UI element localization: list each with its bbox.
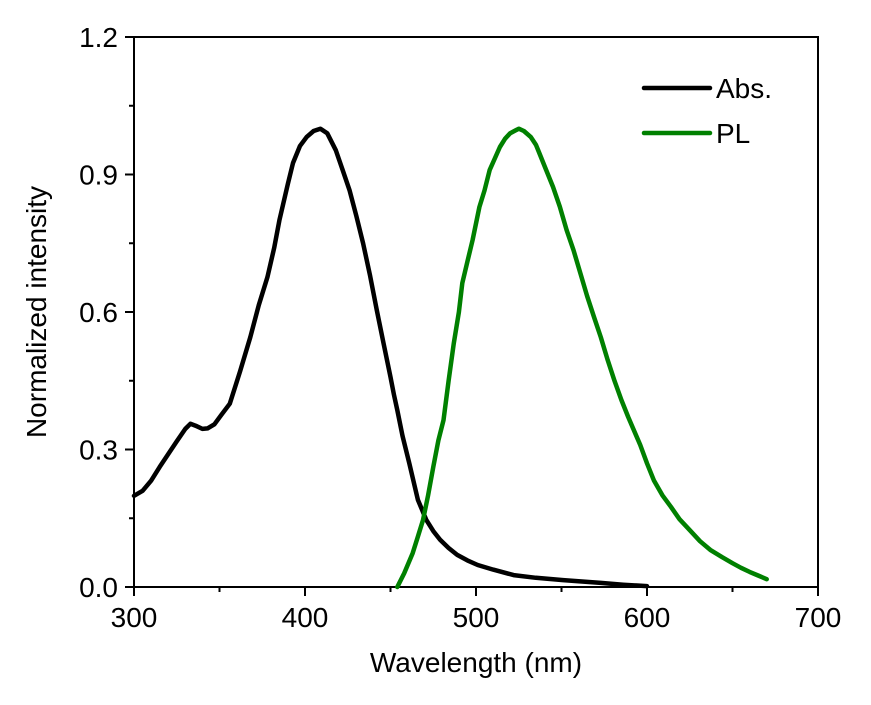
x-tick-label: 700 bbox=[795, 602, 842, 633]
legend-label: Abs. bbox=[716, 73, 772, 104]
series-line-abs bbox=[131, 126, 650, 589]
y-tick-label: 0.3 bbox=[79, 435, 118, 466]
x-tick-label: 400 bbox=[282, 602, 329, 633]
y-tick-label: 1.2 bbox=[79, 22, 118, 53]
legend-label: PL bbox=[716, 118, 750, 149]
x-axis-ticks: 300 400 500 600 700 bbox=[111, 587, 842, 633]
x-tick-label: 500 bbox=[453, 602, 500, 633]
y-axis-title: Normalized intensity bbox=[21, 186, 52, 438]
y-tick-label: 0.0 bbox=[79, 572, 118, 603]
y-axis-ticks: 0.0 0.3 0.6 0.9 1.2 bbox=[79, 22, 134, 603]
legend: Abs. PL bbox=[641, 73, 772, 149]
series-line-pl bbox=[395, 126, 769, 590]
x-tick-label: 300 bbox=[111, 602, 158, 633]
y-tick-label: 0.6 bbox=[79, 297, 118, 328]
x-axis-title: Wavelength (nm) bbox=[370, 647, 582, 678]
series-layer bbox=[131, 126, 769, 590]
y-tick-label: 0.9 bbox=[79, 160, 118, 191]
legend-item: PL bbox=[641, 118, 750, 149]
legend-item: Abs. bbox=[641, 73, 772, 104]
x-tick-label: 600 bbox=[624, 602, 671, 633]
